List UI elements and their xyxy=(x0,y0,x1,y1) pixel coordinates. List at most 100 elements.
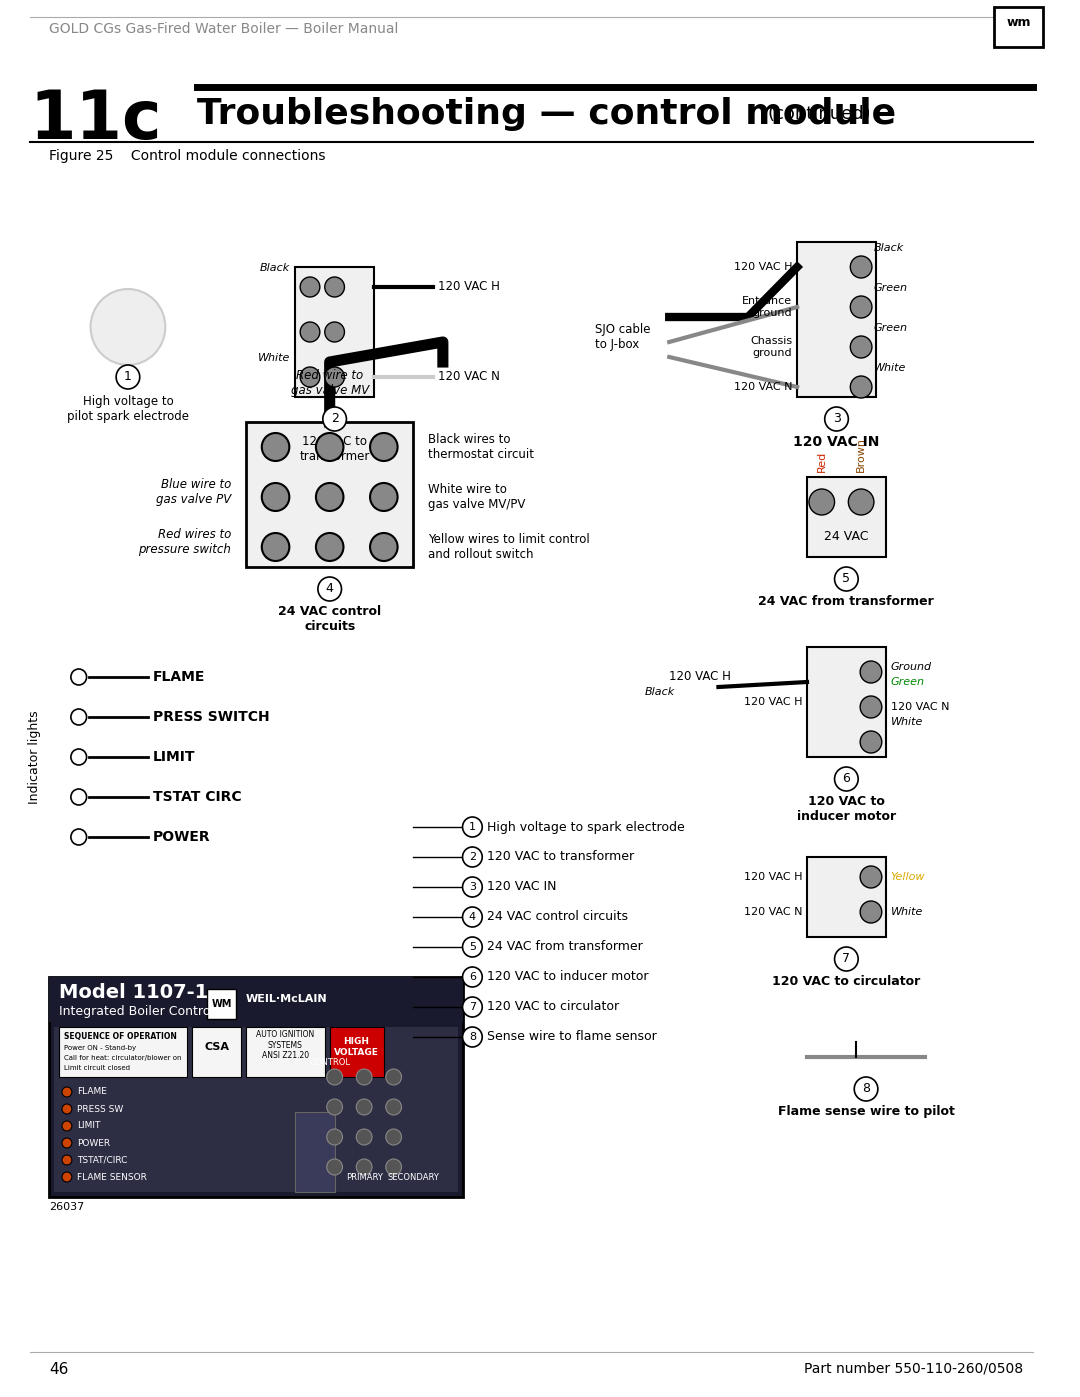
Circle shape xyxy=(386,1069,402,1085)
Circle shape xyxy=(300,277,320,298)
Circle shape xyxy=(261,483,289,511)
Text: Ground: Ground xyxy=(891,662,932,672)
Text: 120 VAC to
inducer motor: 120 VAC to inducer motor xyxy=(797,795,896,823)
Text: 120 VAC to transformer: 120 VAC to transformer xyxy=(487,851,634,863)
Text: Chassis
ground: Chassis ground xyxy=(751,337,793,358)
Circle shape xyxy=(71,749,86,766)
Text: 120 VAC N: 120 VAC N xyxy=(733,381,793,393)
Text: 24 VAC from transformer: 24 VAC from transformer xyxy=(487,940,643,954)
Circle shape xyxy=(356,1160,372,1175)
Text: Sense wire to flame sensor: Sense wire to flame sensor xyxy=(487,1031,657,1044)
Text: POWER: POWER xyxy=(152,830,211,844)
Circle shape xyxy=(325,367,345,387)
Text: 120 VAC N: 120 VAC N xyxy=(438,370,500,384)
Circle shape xyxy=(71,710,86,725)
Bar xyxy=(797,242,876,397)
Text: High voltage to
pilot spark electrode: High voltage to pilot spark electrode xyxy=(67,395,189,423)
Text: Yellow: Yellow xyxy=(891,872,926,882)
Text: WM: WM xyxy=(212,999,231,1009)
Circle shape xyxy=(318,577,341,601)
Text: Black: Black xyxy=(260,263,291,272)
Circle shape xyxy=(325,321,345,342)
Text: Black wires to
thermostat circuit: Black wires to thermostat circuit xyxy=(428,433,535,461)
Text: 46: 46 xyxy=(50,1362,69,1377)
Bar xyxy=(50,977,462,1197)
Circle shape xyxy=(386,1129,402,1146)
Text: 120 VAC H: 120 VAC H xyxy=(743,697,802,707)
Circle shape xyxy=(848,489,874,515)
Circle shape xyxy=(356,1129,372,1146)
Bar xyxy=(994,7,1043,47)
Circle shape xyxy=(370,433,397,461)
Circle shape xyxy=(356,1099,372,1115)
Text: Part number 550-110-260/0508: Part number 550-110-260/0508 xyxy=(805,1362,1024,1376)
Text: SJO cable
to J-box: SJO cable to J-box xyxy=(595,323,651,351)
Text: 26037: 26037 xyxy=(50,1201,84,1213)
Text: PRIMARY: PRIMARY xyxy=(346,1173,382,1182)
Text: 120 VAC H: 120 VAC H xyxy=(733,263,793,272)
Circle shape xyxy=(316,483,343,511)
Text: 3: 3 xyxy=(469,882,476,893)
Text: 6: 6 xyxy=(469,972,476,982)
Circle shape xyxy=(860,901,881,923)
Bar xyxy=(246,1027,325,1077)
Text: 120 VAC H: 120 VAC H xyxy=(438,281,500,293)
Text: White: White xyxy=(258,353,291,363)
Text: 4: 4 xyxy=(326,583,334,595)
Text: SECONDARY: SECONDARY xyxy=(388,1173,440,1182)
Circle shape xyxy=(62,1087,72,1097)
Text: FLAME: FLAME xyxy=(77,1087,107,1097)
Circle shape xyxy=(860,661,881,683)
Circle shape xyxy=(327,1160,342,1175)
Text: TSTAT/CIRC: TSTAT/CIRC xyxy=(77,1155,127,1165)
Text: 120 VAC to inducer motor: 120 VAC to inducer motor xyxy=(487,971,649,983)
Text: LIMIT: LIMIT xyxy=(77,1122,100,1130)
Text: 8: 8 xyxy=(469,1032,476,1042)
Text: 120 VAC H: 120 VAC H xyxy=(670,671,731,683)
Text: Green: Green xyxy=(874,323,908,332)
Circle shape xyxy=(386,1099,402,1115)
Bar xyxy=(295,267,374,397)
Text: Flame sense wire to pilot: Flame sense wire to pilot xyxy=(778,1105,955,1118)
Circle shape xyxy=(860,696,881,718)
Text: Troubleshooting — control module: Troubleshooting — control module xyxy=(197,96,896,131)
Text: Blue wire to
gas valve PV: Blue wire to gas valve PV xyxy=(156,478,231,506)
Circle shape xyxy=(835,947,859,971)
Bar xyxy=(59,1027,187,1077)
Text: 120 VAC IN: 120 VAC IN xyxy=(794,434,880,448)
Circle shape xyxy=(386,1160,402,1175)
Bar xyxy=(246,422,414,567)
Circle shape xyxy=(356,1069,372,1085)
Text: Model 1107-1: Model 1107-1 xyxy=(59,982,208,1002)
Circle shape xyxy=(850,376,872,398)
Circle shape xyxy=(854,1077,878,1101)
Circle shape xyxy=(316,534,343,562)
Text: PRESS SW: PRESS SW xyxy=(77,1105,123,1113)
Text: 120 VAC IN: 120 VAC IN xyxy=(487,880,556,894)
Text: PRESS SWITCH: PRESS SWITCH xyxy=(152,710,269,724)
Text: Black: Black xyxy=(645,687,675,697)
Text: 7: 7 xyxy=(469,1002,476,1011)
Circle shape xyxy=(327,1069,342,1085)
Text: 24 VAC from transformer: 24 VAC from transformer xyxy=(758,595,934,608)
Circle shape xyxy=(71,828,86,845)
Circle shape xyxy=(835,767,859,791)
Bar xyxy=(192,1027,241,1077)
Text: 1: 1 xyxy=(124,370,132,384)
Text: White: White xyxy=(874,363,906,373)
Text: White: White xyxy=(891,717,923,726)
Bar xyxy=(206,989,237,1018)
Text: WEIL·McLAIN: WEIL·McLAIN xyxy=(246,995,327,1004)
Circle shape xyxy=(462,937,483,957)
Circle shape xyxy=(325,277,345,298)
Bar xyxy=(329,1027,383,1077)
Circle shape xyxy=(462,847,483,868)
Circle shape xyxy=(825,407,848,432)
Text: 7: 7 xyxy=(842,953,850,965)
Text: Red wire to
gas valve MV: Red wire to gas valve MV xyxy=(291,369,368,397)
Text: 8: 8 xyxy=(862,1083,870,1095)
Circle shape xyxy=(71,789,86,805)
Circle shape xyxy=(300,321,320,342)
Text: Green: Green xyxy=(874,284,908,293)
Circle shape xyxy=(261,433,289,461)
